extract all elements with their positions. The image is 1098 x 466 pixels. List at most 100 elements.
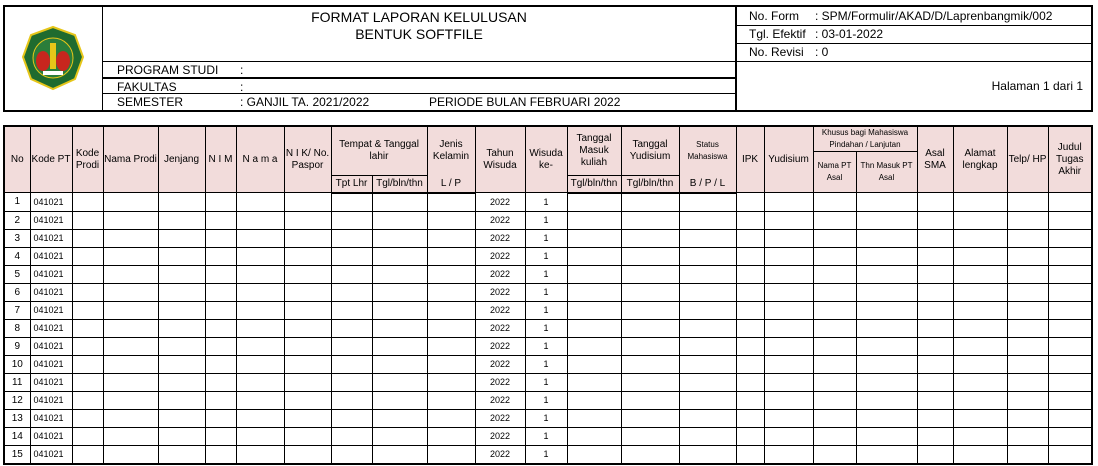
cell-no[interactable]: 5 xyxy=(3,264,31,284)
cell[interactable] xyxy=(1006,300,1049,320)
cell[interactable] xyxy=(812,408,857,428)
cell[interactable] xyxy=(283,228,332,248)
cell[interactable] xyxy=(678,336,737,356)
cell[interactable] xyxy=(235,192,285,212)
cell[interactable] xyxy=(426,300,476,320)
cell[interactable] xyxy=(204,444,237,464)
cell[interactable] xyxy=(763,390,814,410)
cell[interactable] xyxy=(678,210,737,230)
cell[interactable] xyxy=(812,336,857,356)
cell[interactable] xyxy=(102,372,159,392)
cell-kode-pt[interactable]: 041021 xyxy=(29,228,73,248)
cell[interactable] xyxy=(283,426,332,446)
cell[interactable] xyxy=(763,372,814,392)
cell-wisuda-ke[interactable]: 1 xyxy=(524,354,568,374)
cell[interactable] xyxy=(102,318,159,338)
cell-wisuda-ke[interactable]: 1 xyxy=(524,264,568,284)
cell[interactable] xyxy=(735,408,765,428)
cell[interactable] xyxy=(1047,228,1093,248)
cell[interactable] xyxy=(283,192,332,212)
cell[interactable] xyxy=(283,372,332,392)
cell[interactable] xyxy=(855,228,918,248)
cell[interactable] xyxy=(204,228,237,248)
cell[interactable] xyxy=(735,228,765,248)
cell[interactable] xyxy=(812,264,857,284)
cell[interactable] xyxy=(157,246,206,266)
cell-wisuda-ke[interactable]: 1 xyxy=(524,390,568,410)
cell[interactable] xyxy=(157,336,206,356)
cell[interactable] xyxy=(157,390,206,410)
cell-tahun-wisuda[interactable]: 2022 xyxy=(474,228,526,248)
cell[interactable] xyxy=(952,246,1008,266)
cell[interactable] xyxy=(235,372,285,392)
cell[interactable] xyxy=(952,408,1008,428)
cell[interactable] xyxy=(283,318,332,338)
cell[interactable] xyxy=(855,426,918,446)
cell[interactable] xyxy=(330,354,373,374)
cell[interactable] xyxy=(157,210,206,230)
cell-tahun-wisuda[interactable]: 2022 xyxy=(474,192,526,212)
cell[interactable] xyxy=(952,444,1008,464)
cell[interactable] xyxy=(330,426,373,446)
cell[interactable] xyxy=(330,210,373,230)
cell[interactable] xyxy=(157,372,206,392)
cell[interactable] xyxy=(916,300,954,320)
cell-kode-pt[interactable]: 041021 xyxy=(29,264,73,284)
cell[interactable] xyxy=(812,390,857,410)
cell[interactable] xyxy=(735,264,765,284)
cell[interactable] xyxy=(204,408,237,428)
cell[interactable] xyxy=(566,372,622,392)
cell[interactable] xyxy=(235,390,285,410)
cell[interactable] xyxy=(620,192,680,212)
cell[interactable] xyxy=(235,300,285,320)
cell-tahun-wisuda[interactable]: 2022 xyxy=(474,300,526,320)
cell-kode-pt[interactable]: 041021 xyxy=(29,300,73,320)
cell[interactable] xyxy=(371,282,428,302)
cell[interactable] xyxy=(157,354,206,374)
cell[interactable] xyxy=(566,336,622,356)
cell[interactable] xyxy=(371,390,428,410)
cell[interactable] xyxy=(952,426,1008,446)
cell[interactable] xyxy=(426,282,476,302)
cell-wisuda-ke[interactable]: 1 xyxy=(524,228,568,248)
cell[interactable] xyxy=(283,444,332,464)
cell-kode-pt[interactable]: 041021 xyxy=(29,246,73,266)
cell[interactable] xyxy=(71,354,104,374)
cell-no[interactable]: 1 xyxy=(3,192,31,212)
cell[interactable] xyxy=(735,336,765,356)
cell[interactable] xyxy=(426,390,476,410)
cell[interactable] xyxy=(952,300,1008,320)
cell[interactable] xyxy=(952,228,1008,248)
cell[interactable] xyxy=(426,372,476,392)
cell[interactable] xyxy=(426,264,476,284)
cell[interactable] xyxy=(283,264,332,284)
cell[interactable] xyxy=(620,408,680,428)
cell[interactable] xyxy=(426,228,476,248)
cell[interactable] xyxy=(157,408,206,428)
cell-tahun-wisuda[interactable]: 2022 xyxy=(474,372,526,392)
cell[interactable] xyxy=(952,372,1008,392)
cell[interactable] xyxy=(426,354,476,374)
cell-wisuda-ke[interactable]: 1 xyxy=(524,282,568,302)
cell[interactable] xyxy=(855,444,918,464)
cell-kode-pt[interactable]: 041021 xyxy=(29,354,73,374)
cell-wisuda-ke[interactable]: 1 xyxy=(524,426,568,446)
cell[interactable] xyxy=(71,444,104,464)
cell[interactable] xyxy=(102,246,159,266)
cell[interactable] xyxy=(812,246,857,266)
cell[interactable] xyxy=(283,390,332,410)
cell[interactable] xyxy=(102,282,159,302)
cell-kode-pt[interactable]: 041021 xyxy=(29,390,73,410)
cell[interactable] xyxy=(566,426,622,446)
cell[interactable] xyxy=(1047,444,1093,464)
cell[interactable] xyxy=(566,264,622,284)
cell[interactable] xyxy=(620,426,680,446)
cell[interactable] xyxy=(763,282,814,302)
cell[interactable] xyxy=(678,390,737,410)
cell[interactable] xyxy=(235,264,285,284)
cell[interactable] xyxy=(620,336,680,356)
cell[interactable] xyxy=(566,300,622,320)
cell[interactable] xyxy=(678,444,737,464)
cell[interactable] xyxy=(371,426,428,446)
cell[interactable] xyxy=(763,426,814,446)
